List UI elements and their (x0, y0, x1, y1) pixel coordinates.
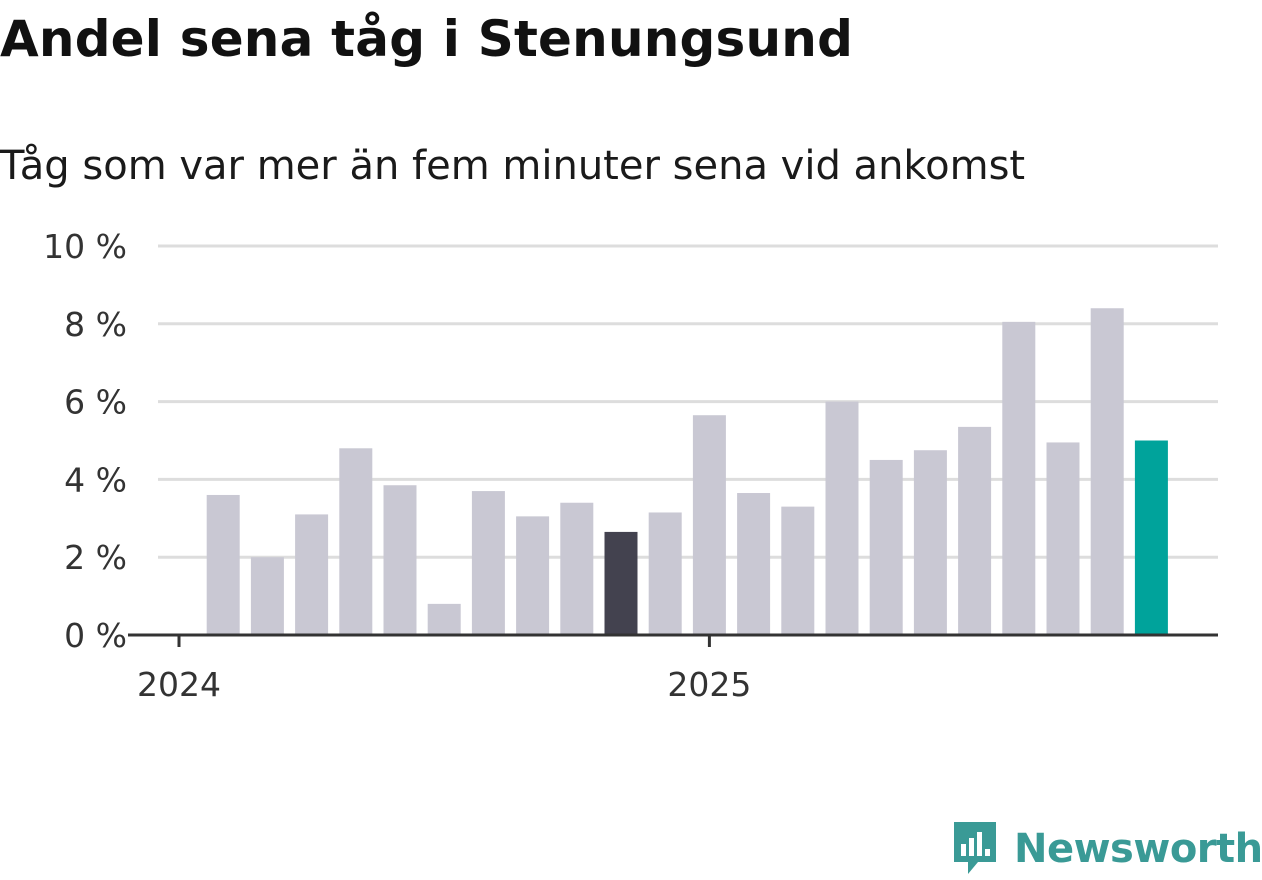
bar-2025-08 (1002, 321, 1036, 635)
bar-2025-06 (913, 450, 947, 635)
bar-2024-08 (471, 491, 505, 635)
bar-2025-10 (1090, 308, 1124, 635)
grid-lines (158, 244, 1218, 559)
y-tick-label: 10 % (43, 227, 127, 266)
bar-2024-05 (339, 448, 373, 635)
bar-2024-07 (427, 603, 461, 635)
y-tick-label: 2 % (64, 538, 127, 577)
bar-2024-03 (250, 557, 284, 635)
bar-2025-09 (1046, 442, 1080, 635)
x-tick-label: 2025 (667, 665, 751, 704)
brand-footer: Newsworthy (950, 818, 1262, 880)
bar-2024-09 (516, 516, 550, 635)
y-tick-label: 4 % (64, 460, 127, 499)
chart-title: Andel sena tåg i Stenungsund (0, 10, 854, 68)
x-tick-label: 2024 (137, 665, 221, 704)
bar-2024-06 (383, 485, 417, 635)
y-tick-label: 0 % (64, 616, 127, 655)
bar-2025-05 (869, 459, 903, 635)
chart-subtitle: Tåg som var mer än fem minuter sena vid … (0, 143, 1026, 189)
bar-2024-11 (604, 531, 638, 635)
bar-2024-12 (648, 512, 682, 635)
y-tick-label: 6 % (64, 383, 127, 422)
bar-series (206, 308, 1168, 635)
bar-2025-04 (825, 401, 859, 635)
bar-2025-07 (958, 426, 992, 635)
y-tick-label: 8 % (64, 305, 127, 344)
bar-2024-04 (295, 514, 329, 635)
brand-name: Newsworthy (1014, 826, 1262, 872)
bar-2024-02 (206, 494, 240, 635)
bar-2025-01 (692, 415, 726, 635)
x-axis: 2024 2025 (128, 633, 1218, 704)
bar-2025-02 (737, 493, 771, 635)
bar-2025-03 (781, 506, 815, 635)
y-axis: 0 % 2 % 4 % 6 % 8 % 10 % (43, 227, 127, 655)
bar-2024-10 (560, 502, 594, 635)
newsworthy-logo-icon (954, 822, 996, 874)
bar-2025-11 (1134, 440, 1168, 635)
